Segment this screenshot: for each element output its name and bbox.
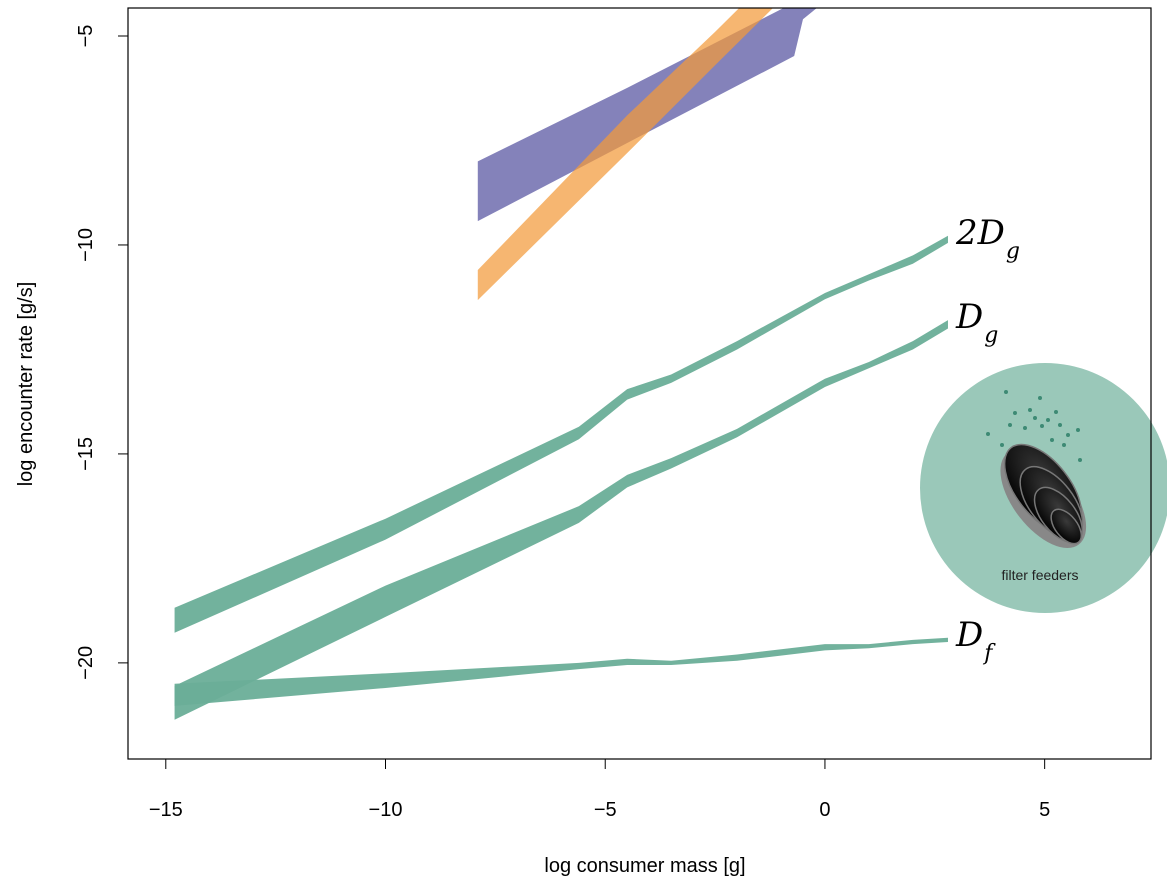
x-tick-label: 0 bbox=[819, 799, 830, 821]
x-axis-label: log consumer mass [g] bbox=[544, 855, 745, 877]
x-tick-label: −15 bbox=[149, 799, 183, 821]
y-tick-label: −5 bbox=[75, 25, 97, 48]
series-label: D bbox=[955, 297, 983, 337]
series-label-sub: g bbox=[1006, 239, 1020, 264]
x-tick-label: 5 bbox=[1039, 799, 1050, 821]
chart: filter feeders log consumer mass [g] log… bbox=[0, 0, 1167, 883]
inset: filter feeders bbox=[920, 363, 1167, 613]
series-label: D bbox=[955, 615, 983, 655]
plot-area bbox=[175, 0, 948, 720]
series-label-sub: f bbox=[982, 641, 996, 666]
y-tick-label: −20 bbox=[75, 646, 97, 680]
inset-label: filter feeders bbox=[1001, 567, 1078, 583]
x-tick-label: −5 bbox=[594, 799, 617, 821]
series-label: 2D bbox=[955, 213, 1005, 253]
y-tick-label: −10 bbox=[75, 228, 97, 262]
band bbox=[175, 320, 948, 720]
y-axis-label: log encounter rate [g/s] bbox=[15, 282, 37, 487]
x-tick-label: −10 bbox=[369, 799, 403, 821]
y-tick-label: −15 bbox=[75, 437, 97, 471]
series-label-sub: g bbox=[984, 323, 998, 348]
band bbox=[175, 236, 948, 633]
